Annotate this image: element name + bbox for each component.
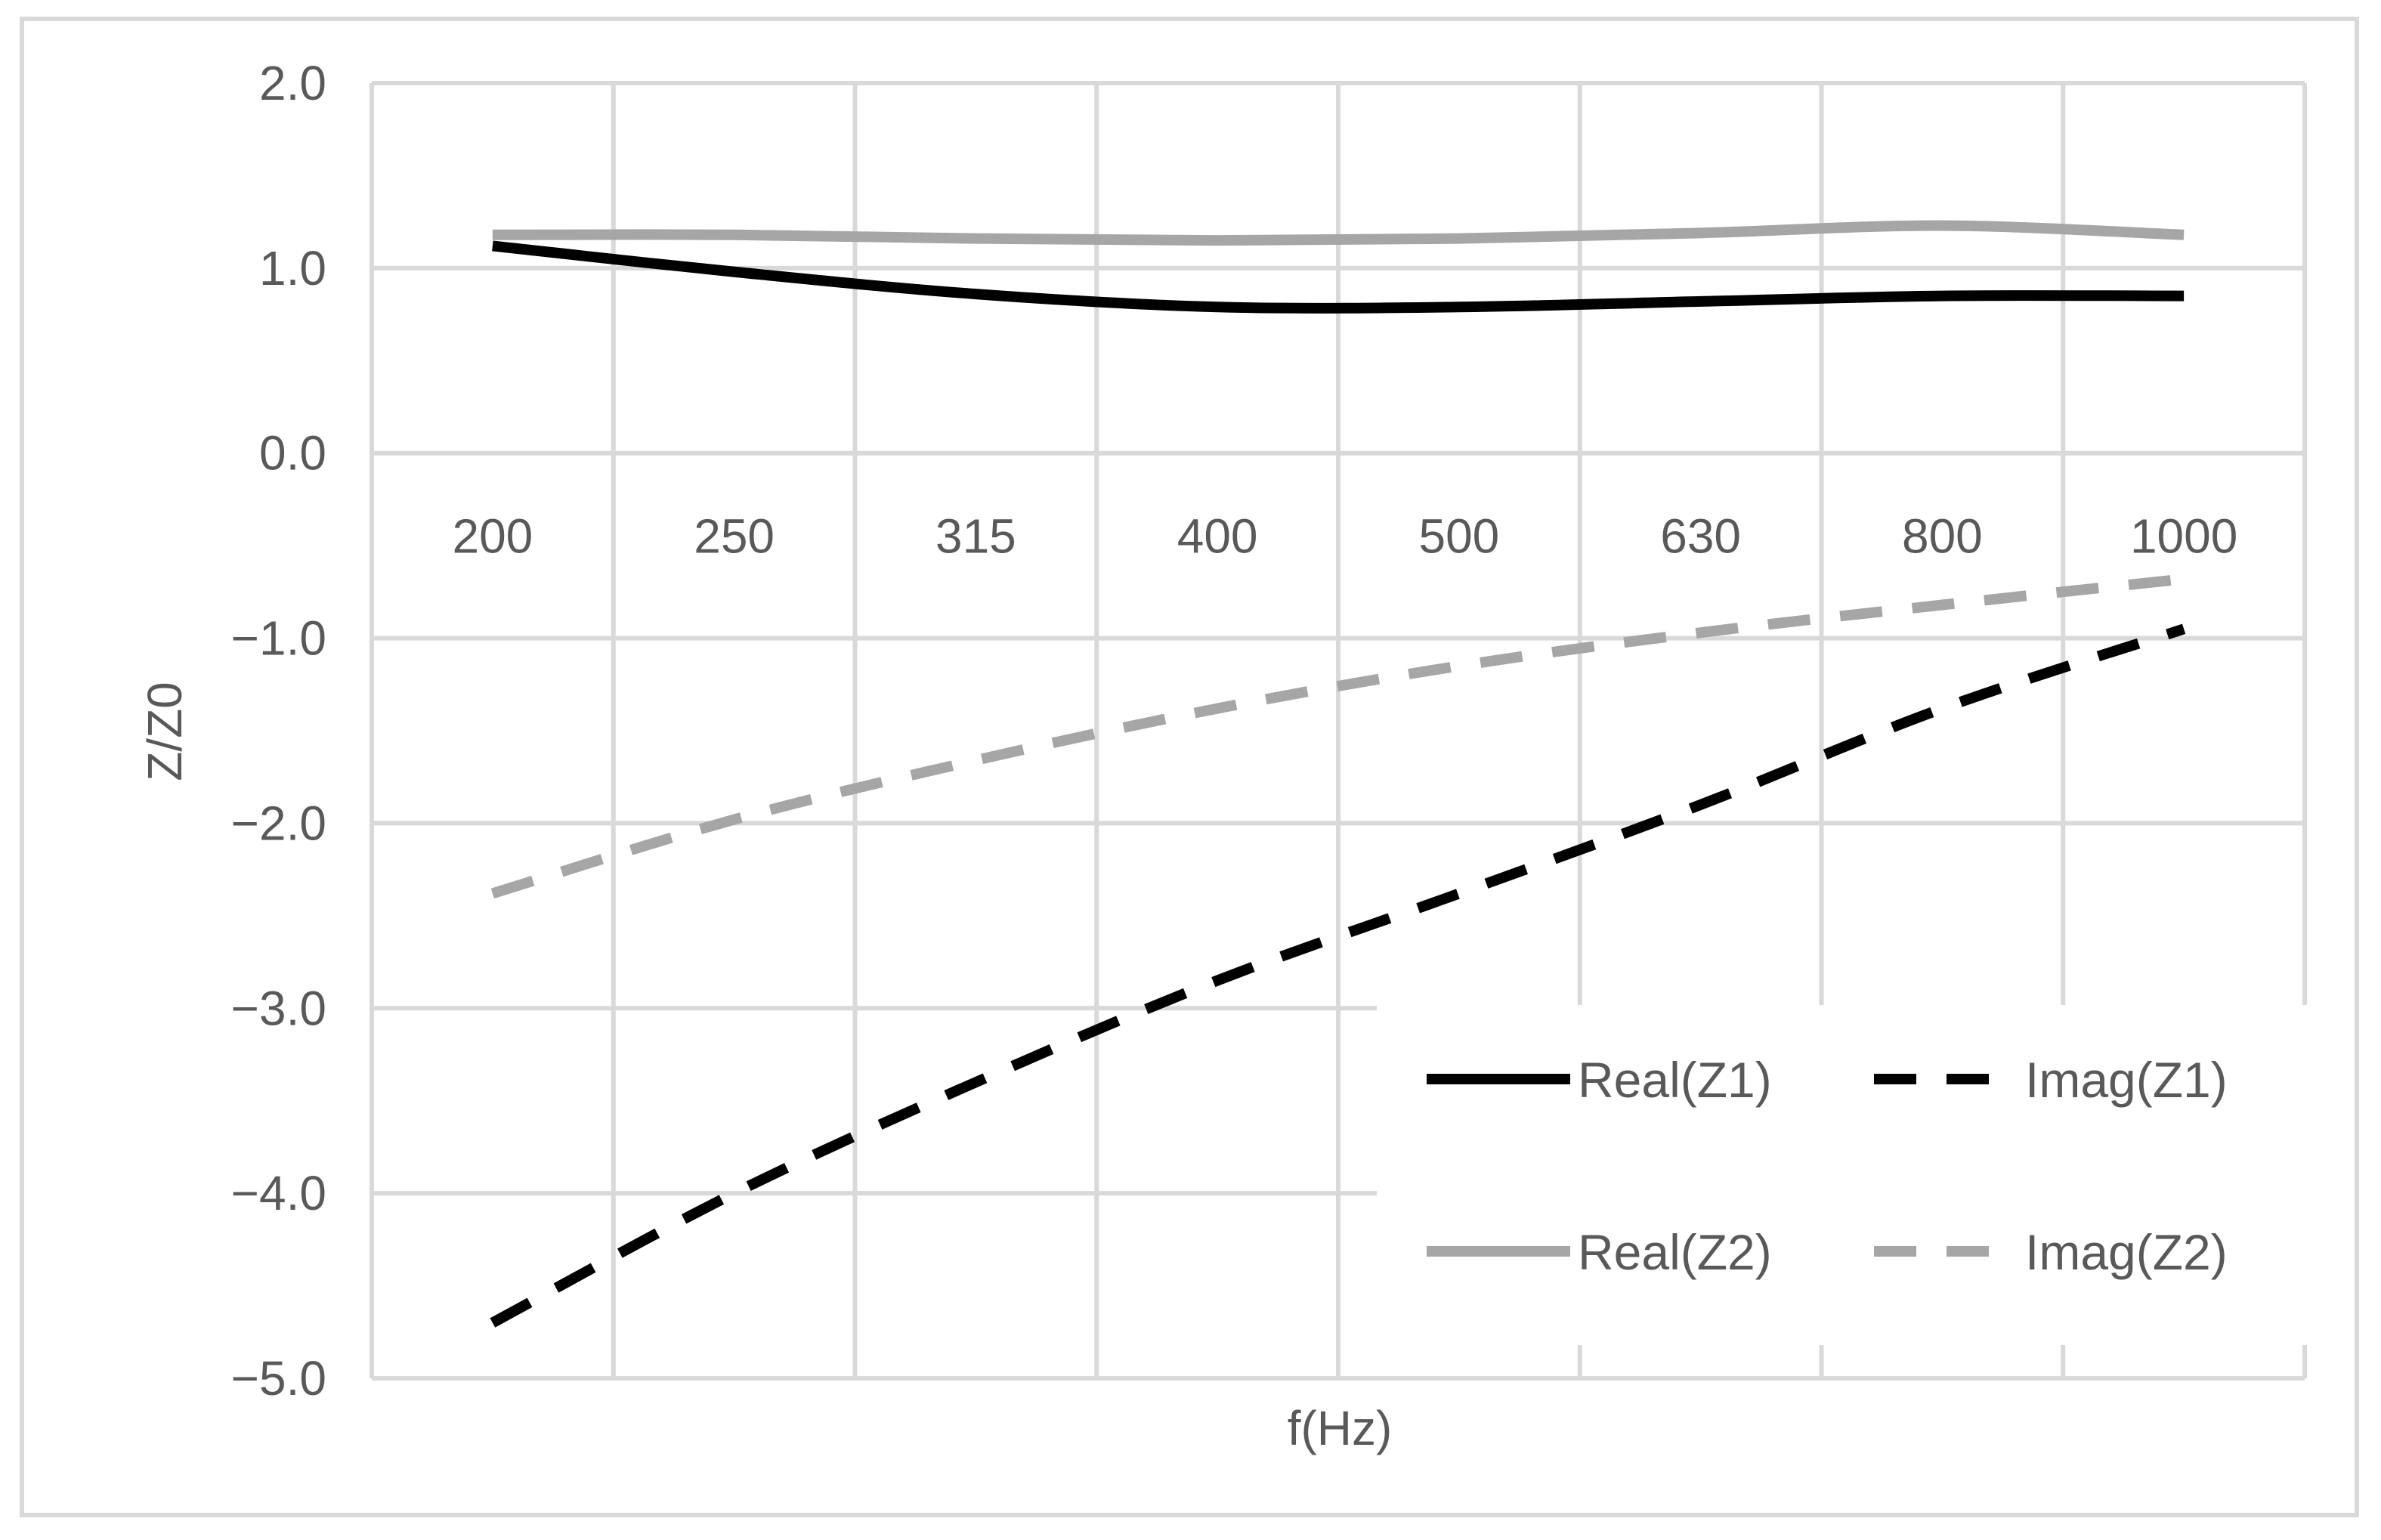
series-line-realz2 [492, 220, 2185, 246]
legend-background [1377, 1005, 2321, 1345]
x-tick-label: 250 [694, 509, 775, 564]
y-tick-label: 0.0 [259, 426, 326, 481]
x-tick-label: 200 [452, 509, 533, 564]
y-tick-label: −3.0 [231, 981, 326, 1035]
x-tick-label: 400 [1177, 509, 1258, 564]
legend-label: Real(Z1) [1578, 1052, 1772, 1108]
x-tick-label: 1000 [2130, 509, 2237, 564]
legend-label: Real(Z2) [1578, 1224, 1772, 1280]
y-tick-label: −5.0 [231, 1351, 326, 1405]
y-tick-label: −2.0 [231, 796, 326, 850]
x-tick-labels: 200 250 315 400 500 630 800 1000 [452, 509, 2237, 564]
legend: Real(Z1) Imag(Z1) Real(Z2) Imag(Z2) [1377, 1005, 2321, 1345]
x-tick-label: 800 [1902, 509, 1983, 564]
x-tick-label: 500 [1418, 509, 1499, 564]
series-line-imagz1 [490, 623, 2186, 1328]
x-tick-label: 630 [1660, 509, 1741, 564]
x-axis-title: f(Hz) [1288, 1401, 1393, 1455]
y-tick-label: 2.0 [259, 56, 326, 110]
legend-label: Imag(Z1) [2025, 1052, 2228, 1108]
x-tick-label: 315 [935, 509, 1016, 564]
legend-item: Real(Z2) [1427, 1224, 1772, 1280]
series-lines [490, 220, 2186, 1328]
legend-item: Real(Z1) [1427, 1052, 1772, 1108]
series-line-realz1 [492, 240, 2185, 314]
legend-label: Imag(Z2) [2025, 1224, 2228, 1280]
legend-item: Imag(Z1) [1874, 1052, 2228, 1108]
y-tick-labels: 2.0 1.0 0.0 −1.0 −2.0 −3.0 −4.0 −5.0 [231, 56, 326, 1405]
y-tick-label: 1.0 [259, 241, 326, 295]
y-tick-label: −4.0 [231, 1166, 326, 1220]
legend-item: Imag(Z2) [1874, 1224, 2228, 1280]
y-axis-title: Z/Z0 [138, 682, 192, 781]
y-tick-label: −1.0 [231, 611, 326, 666]
